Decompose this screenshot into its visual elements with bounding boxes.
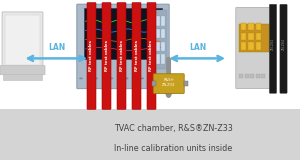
FancyBboxPatch shape [153, 74, 184, 93]
Bar [250, 74, 254, 78]
Circle shape [79, 77, 83, 79]
Text: TVAC chamber, R&S®ZN-Z33: TVAC chamber, R&S®ZN-Z33 [114, 124, 233, 132]
Text: RF test cables: RF test cables [134, 41, 139, 71]
Bar [152, 16, 155, 26]
Text: RF test cables: RF test cables [149, 41, 154, 71]
Bar [256, 74, 260, 78]
Bar [241, 23, 246, 30]
Bar [5, 15, 40, 64]
FancyBboxPatch shape [77, 4, 169, 89]
FancyBboxPatch shape [2, 12, 43, 68]
Text: RF test cables: RF test cables [89, 41, 94, 71]
Circle shape [117, 77, 121, 79]
Circle shape [163, 77, 167, 79]
Circle shape [102, 77, 106, 79]
Bar [256, 42, 261, 50]
Circle shape [87, 77, 90, 79]
FancyBboxPatch shape [269, 4, 277, 93]
Bar [256, 23, 261, 30]
FancyBboxPatch shape [87, 3, 96, 109]
FancyBboxPatch shape [147, 3, 156, 109]
Bar [152, 81, 156, 86]
Text: ZN-Z84: ZN-Z84 [281, 38, 286, 50]
Text: RF test cables: RF test cables [104, 41, 109, 71]
Bar [156, 42, 160, 51]
FancyBboxPatch shape [132, 3, 141, 109]
Circle shape [125, 77, 129, 79]
Text: LAN: LAN [48, 43, 65, 52]
Circle shape [140, 77, 144, 79]
Circle shape [148, 77, 152, 79]
Bar [261, 74, 265, 78]
Bar [248, 23, 254, 30]
Bar [241, 42, 246, 50]
FancyBboxPatch shape [0, 66, 45, 75]
Circle shape [133, 77, 136, 79]
Bar [150, 10, 166, 69]
Bar [184, 81, 188, 86]
Bar [245, 74, 249, 78]
Bar [161, 16, 165, 26]
Bar [161, 42, 165, 51]
Text: ZN-Z33: ZN-Z33 [162, 83, 175, 87]
Circle shape [110, 77, 113, 79]
FancyBboxPatch shape [280, 4, 287, 93]
Bar [239, 24, 269, 52]
Bar [156, 54, 160, 64]
Bar [152, 29, 155, 38]
Bar [84, 8, 162, 59]
Text: ZN-Z84: ZN-Z84 [271, 38, 275, 50]
Bar [156, 29, 160, 38]
Circle shape [94, 77, 98, 79]
Circle shape [156, 77, 159, 79]
Bar [256, 33, 261, 40]
Bar [0, 109, 300, 160]
Text: R&S®: R&S® [163, 78, 174, 82]
Bar [161, 54, 165, 64]
FancyBboxPatch shape [117, 3, 126, 109]
Text: In-line calibration units inside: In-line calibration units inside [114, 144, 232, 153]
Bar [239, 74, 243, 78]
Bar [241, 33, 246, 40]
Text: LAN: LAN [189, 43, 206, 52]
Bar [248, 33, 254, 40]
Text: RF test cables: RF test cables [119, 41, 124, 71]
FancyBboxPatch shape [236, 7, 273, 89]
Bar [161, 29, 165, 38]
Bar [248, 42, 254, 50]
Bar [152, 54, 155, 64]
Bar [156, 16, 160, 26]
Bar [152, 42, 155, 51]
FancyBboxPatch shape [102, 3, 111, 109]
Bar [3, 74, 42, 80]
